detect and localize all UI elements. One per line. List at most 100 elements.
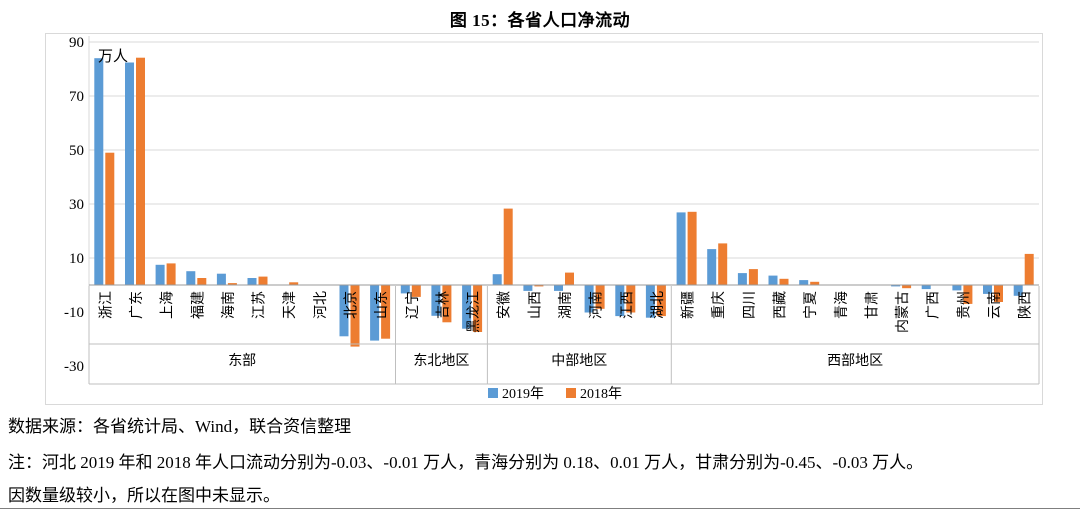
x-category-label: 甘肃 (865, 291, 881, 319)
x-category-label: 陕西 (1018, 291, 1034, 319)
unit-label: 万人 (98, 48, 128, 65)
bar-2018年-山西 (534, 285, 544, 287)
bar-2019年-辽宁 (400, 285, 410, 294)
bar-2019年-江苏 (247, 278, 257, 285)
x-category-label: 青海 (834, 291, 850, 319)
x-category-label: 四川 (743, 291, 758, 319)
bar-2018年-北京 (350, 285, 360, 347)
bar-2019年-海南 (216, 273, 226, 285)
x-category-label: 江苏 (252, 291, 268, 319)
bar-2019年-云南 (983, 285, 992, 294)
net-migration-chart: 90 70 50 30 10 -10 -30 浙江 广东 上海 福建 海南 江苏 天津 河北 北京 山东 辽宁 吉林… (45, 33, 1043, 405)
bar-2019年-新疆 (676, 212, 686, 285)
bar-2018年-辽宁 (411, 285, 421, 297)
legend-label-2018年: 2018年 (580, 386, 622, 402)
bar-2018年-天津 (289, 282, 299, 285)
bar-2019年-广西 (921, 285, 931, 290)
page-title: 图 15：各省人口净流动 (449, 11, 631, 30)
x-category-label: 河北 (313, 291, 329, 319)
bar-2019年-广东 (125, 62, 134, 285)
bar-2019年-安徽 (492, 274, 502, 285)
bar-2019年-陕西 (1013, 285, 1023, 296)
bar-2019年-江西 (615, 285, 625, 317)
x-category-label: 北京 (344, 291, 360, 319)
legend-label-2019年: 2019年 (502, 386, 544, 402)
x-category-label: 辽宁 (404, 291, 421, 319)
x-category-label: 宁夏 (802, 291, 819, 319)
bar-2018年-陕西 (1024, 253, 1034, 285)
bar-2018年-宁夏 (810, 281, 820, 285)
bar-2019年-河南 (584, 285, 594, 313)
legend-swatch-2018年 (566, 388, 576, 398)
region-label-东北地区: 东北地区 (413, 353, 469, 369)
bar-2018年-福建 (197, 278, 207, 285)
bar-2018年-黑龙江 (473, 285, 483, 332)
x-category-label: 湖北 (650, 291, 666, 319)
bar-2018年-湖北 (656, 285, 666, 317)
footnote-line-1: 注：河北 2019 年和 2018 年人口流动分别为-0.03、-0.01 万人… (8, 453, 924, 472)
bar-2019年-湖北 (645, 285, 655, 318)
bar-2019年-黑龙江 (462, 285, 472, 329)
x-category-label: 福建 (190, 291, 206, 319)
bar-2018年-上海 (166, 263, 176, 285)
bar-2019年-吉林 (431, 285, 441, 316)
bar-2018年-浙江 (105, 152, 115, 285)
bar-2019年-浙江 (94, 58, 104, 286)
bottom-divider (0, 508, 1080, 509)
x-category-label: 广东 (129, 291, 145, 319)
bar-2018年-内蒙古 (902, 285, 912, 289)
y-tick-label: 10 (69, 251, 84, 267)
bar-2019年-重庆 (707, 249, 717, 285)
y-tick-label: -10 (64, 305, 84, 321)
x-category-label: 山东 (374, 291, 390, 319)
x-category-label: 贵州 (956, 291, 972, 319)
x-category-label: 内蒙古 (895, 291, 911, 333)
bar-2018年-江西 (626, 285, 636, 313)
x-category-label: 安徽 (497, 291, 513, 319)
bar-2019年-上海 (155, 264, 165, 286)
x-category-label: 云南 (987, 291, 1003, 319)
bar-2018年-广东 (136, 57, 145, 286)
x-category-label: 天津 (282, 291, 298, 319)
x-category-label: 吉林 (435, 291, 451, 319)
bar-2018年-河南 (595, 285, 605, 309)
bar-2019年-山东 (370, 285, 380, 341)
x-category-label: 黑龙江 (466, 291, 482, 333)
bar-2019年-北京 (339, 285, 349, 337)
bar-2018年-四川 (748, 269, 758, 285)
bar-2018年-西藏 (779, 278, 789, 285)
bar-2019年-山西 (523, 285, 533, 291)
bar-2019年-宁夏 (799, 280, 809, 285)
region-label-西部地区: 西部地区 (827, 353, 883, 369)
x-category-label: 浙江 (98, 291, 114, 319)
x-category-label: 海南 (221, 291, 237, 319)
region-label-中部地区: 中部地区 (551, 353, 607, 369)
x-category-label: 江西 (619, 291, 635, 319)
data-source-text: 数据来源：各省统计局、Wind，联合资信整理 (8, 417, 352, 436)
bar-2019年-内蒙古 (891, 285, 901, 287)
x-category-label: 新疆 (681, 291, 697, 319)
y-tick-label: 70 (69, 89, 84, 105)
x-category-label: 湖南 (558, 291, 574, 319)
footnote-line-2: 因数量级较小，所以在图中未显示。 (8, 486, 280, 505)
bar-2018年-贵州 (963, 285, 973, 304)
x-category-label: 西藏 (773, 291, 789, 319)
bar-2018年-吉林 (442, 285, 452, 323)
legend-swatch-2019年 (488, 388, 498, 398)
bar-2019年-福建 (186, 271, 196, 285)
bar-2018年-江苏 (258, 276, 268, 285)
bar-2019年-贵州 (952, 285, 962, 291)
y-tick-label: 30 (69, 197, 84, 213)
chart-canvas: 90 70 50 30 10 -10 -30 浙江 广东 上海 福建 海南 江苏 天津 河北 北京 山东 辽宁 吉林… (64, 35, 1040, 402)
x-category-label: 河南 (589, 291, 605, 319)
region-label-东部: 东部 (228, 353, 256, 369)
bar-2018年-新疆 (687, 211, 697, 285)
bar-2019年-湖南 (554, 285, 563, 291)
bar-2018年-安徽 (503, 208, 513, 285)
x-category-label: 广西 (926, 291, 942, 319)
bar-2018年-山东 (381, 285, 391, 339)
x-category-label: 上海 (160, 291, 176, 319)
bar-2018年-云南 (994, 285, 1003, 302)
x-category-label: 山西 (527, 291, 543, 319)
bar-2018年-海南 (227, 283, 237, 285)
